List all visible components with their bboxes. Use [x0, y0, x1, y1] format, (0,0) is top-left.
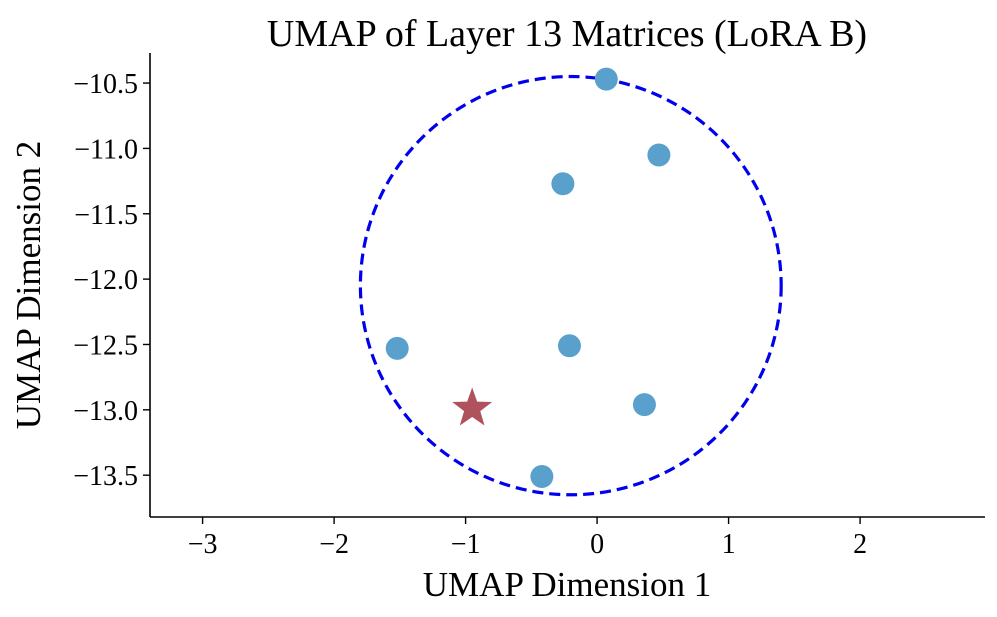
- scatter-point: [557, 334, 581, 358]
- y-tick-label: −12.5: [73, 330, 138, 361]
- x-tick-label: −3: [188, 529, 218, 560]
- x-axis-ticks: −3 −2 −1 0 1 2: [188, 517, 867, 560]
- scatter-point: [385, 336, 409, 360]
- points-layer: [385, 67, 671, 488]
- cluster-boundary-circle: [358, 74, 783, 497]
- x-tick-label: −1: [451, 529, 481, 560]
- y-tick-label: −12.0: [73, 265, 138, 296]
- scatter-point: [594, 67, 618, 91]
- x-tick-label: 1: [722, 529, 736, 560]
- y-tick-label: −13.5: [73, 461, 138, 492]
- y-tick-label: −10.5: [73, 69, 138, 100]
- y-tick-label: −11.5: [74, 200, 138, 231]
- annotation-layer: [358, 74, 783, 497]
- scatter-point: [647, 143, 671, 167]
- x-tick-label: 0: [590, 529, 604, 560]
- scatter-point: [551, 172, 575, 196]
- y-axis-label: UMAP Dimension 2: [9, 141, 48, 429]
- star-point: [452, 387, 493, 426]
- y-tick-label: −11.0: [74, 134, 138, 165]
- plot-area: [358, 67, 783, 497]
- x-tick-label: −2: [319, 529, 349, 560]
- y-tick-label: −13.0: [73, 396, 138, 427]
- scatter-point: [632, 393, 656, 417]
- y-axis-ticks: −10.5 −11.0 −11.5 −12.0 −12.5 −13.0 −13.5: [73, 69, 150, 492]
- scatter-point: [530, 464, 554, 488]
- x-tick-label: 2: [853, 529, 867, 560]
- chart-title: UMAP of Layer 13 Matrices (LoRA B): [267, 13, 867, 55]
- x-axis-label: UMAP Dimension 1: [423, 565, 711, 604]
